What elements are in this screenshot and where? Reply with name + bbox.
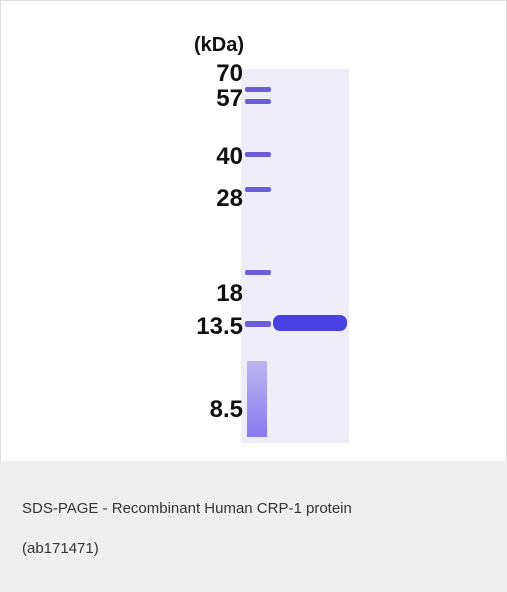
caption-panel: SDS-PAGE - Recombinant Human CRP-1 prote…	[0, 461, 507, 592]
marker-label: 28	[216, 185, 243, 212]
ladder-smear	[247, 361, 267, 437]
ladder-band	[245, 270, 271, 275]
ladder-band	[245, 87, 271, 92]
marker-label: 8.5	[210, 396, 243, 423]
unit-label: (kDa)	[194, 34, 244, 56]
marker-label: 18	[216, 280, 243, 307]
image-panel: (kDa) 70 57 40 28 18 13.5 8.5	[0, 0, 507, 461]
marker-label: 70	[216, 60, 243, 87]
ladder-band	[245, 99, 271, 104]
marker-label: 40	[216, 143, 243, 170]
gel-figure: (kDa) 70 57 40 28 18 13.5 8.5	[1, 1, 506, 461]
page: (kDa) 70 57 40 28 18 13.5 8.5 SDS-PAGE -…	[0, 0, 507, 592]
marker-label: 13.5	[196, 313, 243, 340]
ladder-band	[245, 187, 271, 192]
caption: SDS-PAGE - Recombinant Human CRP-1 prote…	[22, 489, 362, 569]
sample-band	[273, 315, 347, 331]
ladder-band	[245, 152, 271, 157]
ladder-band	[245, 321, 271, 327]
marker-label: 57	[216, 85, 243, 112]
